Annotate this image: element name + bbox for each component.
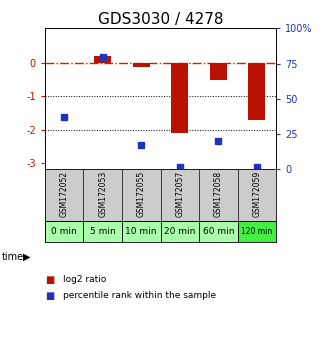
- Text: ■: ■: [45, 291, 54, 301]
- Text: 60 min: 60 min: [203, 227, 234, 236]
- Text: 0 min: 0 min: [51, 227, 77, 236]
- Text: ■: ■: [45, 275, 54, 285]
- Text: ▶: ▶: [22, 252, 30, 262]
- Text: 5 min: 5 min: [90, 227, 116, 236]
- Bar: [238, 221, 276, 242]
- Bar: [199, 221, 238, 242]
- Text: percentile rank within the sample: percentile rank within the sample: [63, 291, 216, 300]
- Bar: [94, 56, 111, 63]
- Bar: [45, 221, 83, 242]
- Bar: [83, 221, 122, 242]
- Text: GSM172059: GSM172059: [252, 171, 261, 217]
- Text: log2 ratio: log2 ratio: [63, 275, 106, 284]
- Bar: [210, 63, 227, 80]
- Text: GSM172058: GSM172058: [214, 171, 223, 217]
- Text: 10 min: 10 min: [126, 227, 157, 236]
- Bar: [248, 63, 265, 120]
- Text: time: time: [2, 252, 24, 262]
- Text: GSM172052: GSM172052: [60, 171, 69, 217]
- Bar: [122, 221, 160, 242]
- Bar: [133, 63, 150, 67]
- Text: GSM172055: GSM172055: [137, 171, 146, 217]
- Text: 120 min: 120 min: [241, 227, 273, 236]
- Title: GDS3030 / 4278: GDS3030 / 4278: [98, 12, 223, 27]
- Text: GSM172053: GSM172053: [98, 171, 107, 217]
- Text: 20 min: 20 min: [164, 227, 195, 236]
- Text: GSM172057: GSM172057: [175, 171, 184, 217]
- Bar: [160, 221, 199, 242]
- Bar: [171, 63, 188, 133]
